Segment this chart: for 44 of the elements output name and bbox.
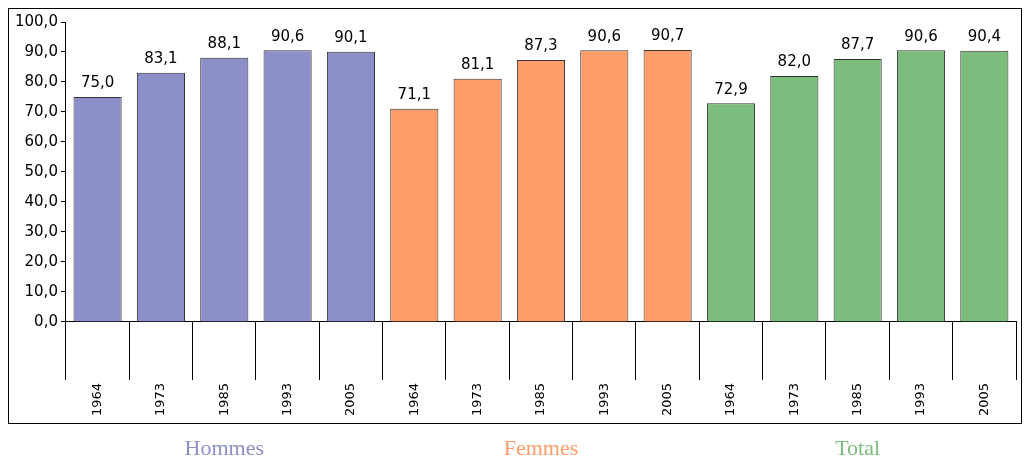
data-label: 90,4 [967, 27, 1002, 46]
y-tick-label: 70,0 [24, 101, 58, 120]
text: Hommes [184, 435, 265, 460]
data-label: 81,1 [460, 55, 495, 74]
data-label: 90,6 [270, 26, 305, 45]
data-label: 83,1 [144, 49, 178, 68]
x-tick-label: 1973 [469, 382, 485, 417]
x-tick-label: 1985 [532, 382, 548, 417]
y-tick-label: 30,0 [24, 221, 58, 240]
data-label: 87,7 [840, 35, 875, 54]
text: Total [835, 435, 881, 460]
y-tick-label: 60,0 [24, 131, 58, 150]
x-tick-label: 1973 [152, 382, 168, 417]
y-tick-label: 80,0 [24, 71, 58, 90]
data-label: 75,0 [80, 73, 115, 92]
data-label: 72,9 [714, 79, 748, 98]
x-tick-label: 1973 [785, 382, 801, 417]
data-label: 90,7 [650, 26, 685, 45]
data-label: 82,0 [777, 52, 812, 71]
y-tick-label: 40,0 [24, 191, 58, 210]
x-tick-label: 2005 [342, 382, 358, 417]
data-label: 90,1 [334, 28, 368, 47]
y-tick-label: 100,0 [14, 11, 58, 30]
data-label: 88,1 [207, 34, 241, 53]
data-label: 87,3 [524, 36, 558, 55]
x-tick-label: 1993 [279, 382, 294, 417]
x-tick-label: 1993 [912, 382, 928, 417]
x-tick-label: 2005 [659, 382, 675, 417]
x-tick-label: 1985 [849, 382, 865, 417]
y-tick-label: 50,0 [24, 161, 58, 180]
y-tick-label: 20,0 [24, 251, 58, 270]
text: Femmes [503, 435, 579, 460]
x-tick-label: 1985 [215, 382, 231, 417]
data-label: 90,6 [904, 26, 938, 45]
y-tick-label: 90,0 [24, 41, 58, 60]
x-tick-label: 1964 [722, 382, 738, 417]
data-label: 71,1 [397, 85, 431, 104]
x-tick-label: 2005 [975, 382, 991, 417]
x-tick-label: 1993 [595, 382, 611, 417]
data-label: 90,6 [587, 26, 622, 45]
y-tick-label: 10,0 [24, 281, 58, 300]
x-tick-label: 1964 [88, 382, 104, 417]
y-tick-label: 0,0 [34, 311, 58, 330]
x-tick-label: 1964 [405, 382, 421, 417]
